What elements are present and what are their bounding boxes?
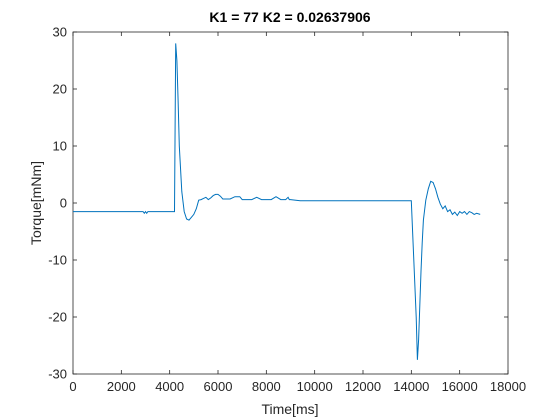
y-tick-label: -30	[48, 367, 67, 382]
x-tick-label: 18000	[490, 379, 526, 394]
x-tick-label: 6000	[204, 379, 233, 394]
series-line-torque	[73, 43, 481, 360]
chart-title: K1 = 77 K2 = 0.02637906	[209, 9, 370, 25]
x-tick-label: 2000	[107, 379, 136, 394]
y-tick-label: 20	[53, 82, 67, 97]
y-tick-label: 30	[53, 25, 67, 40]
y-tick-label: 0	[60, 196, 67, 211]
y-tick-label: -10	[48, 253, 67, 268]
x-tick-label: 10000	[297, 379, 333, 394]
x-tick-label: 4000	[155, 379, 184, 394]
x-tick-label: 12000	[345, 379, 381, 394]
x-tick-label: 8000	[252, 379, 281, 394]
x-tick-label: 16000	[442, 379, 478, 394]
axis-ticks: 0 2000 4000 6000 8000 10000 12000 14000 16000 180…	[48, 25, 526, 395]
x-axis-label: Time[ms]	[261, 401, 318, 417]
y-tick-label: -20	[48, 310, 67, 325]
y-axis-label: Torque[mNm]	[28, 161, 44, 245]
x-tick-label: 14000	[393, 379, 429, 394]
plot-area	[72, 31, 509, 375]
x-tick-label: 0	[69, 379, 76, 394]
y-tick-label: 10	[53, 139, 67, 154]
